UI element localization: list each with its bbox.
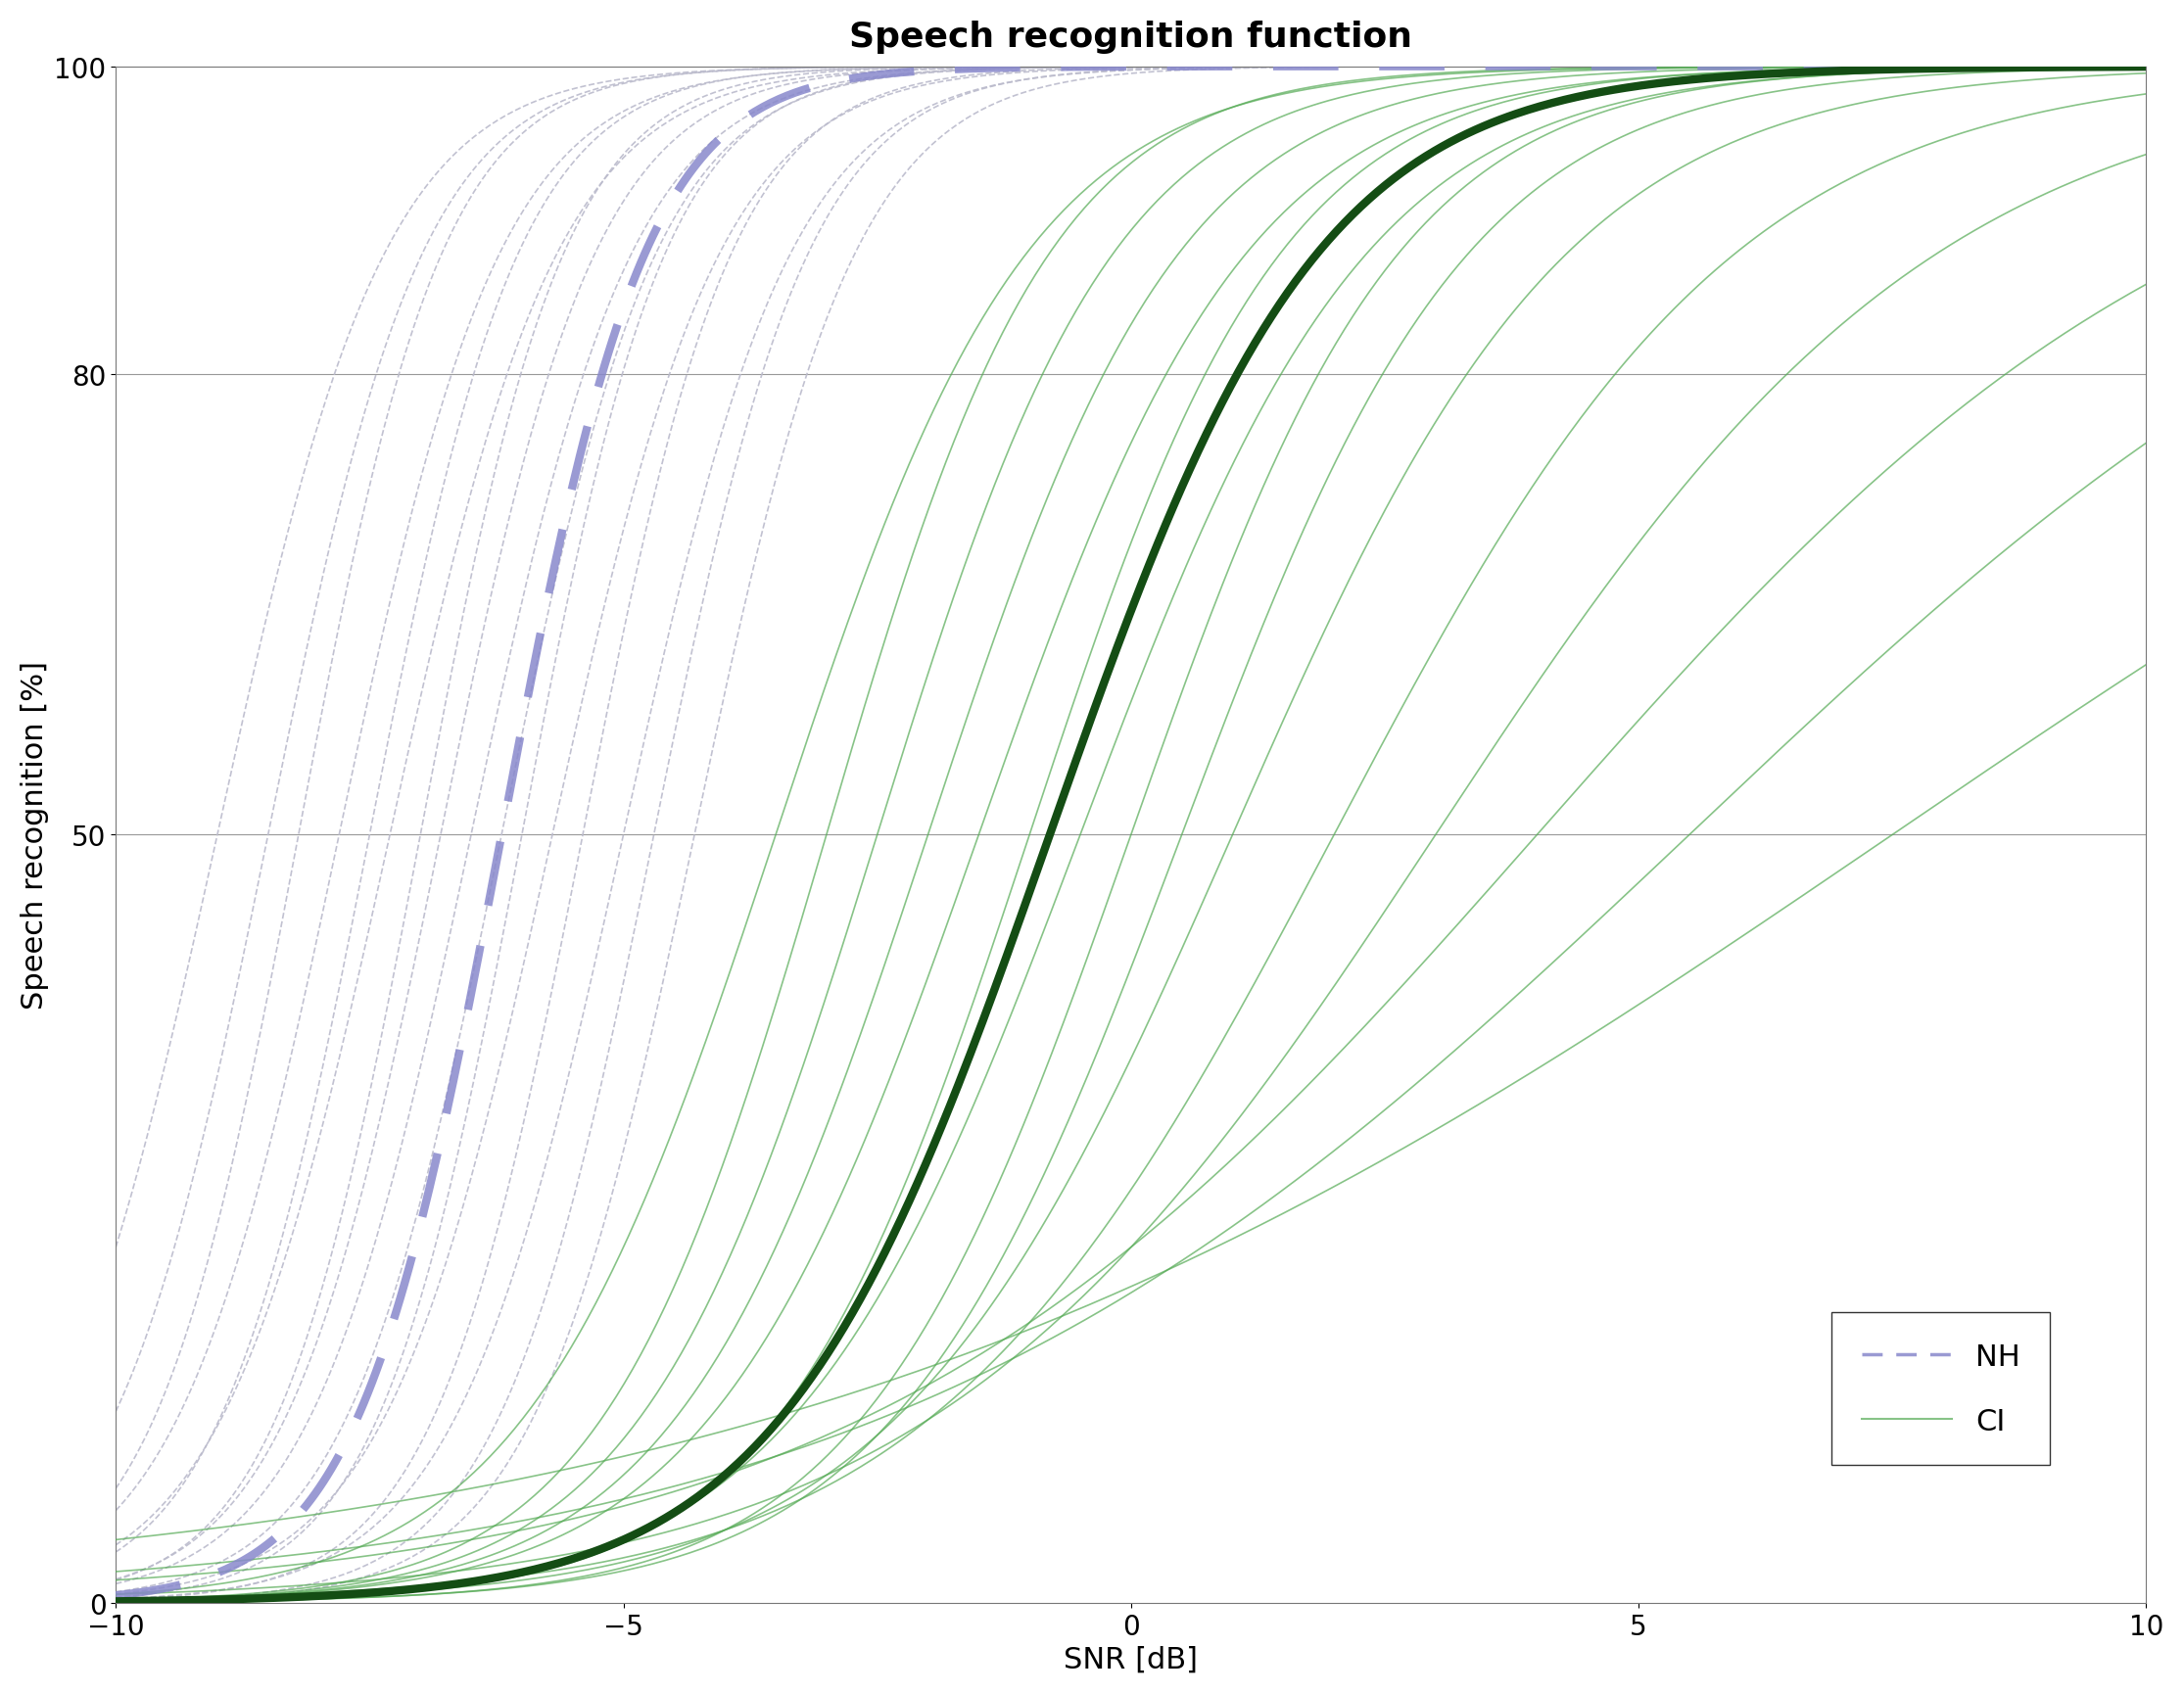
X-axis label: SNR [dB]: SNR [dB]	[1064, 1645, 1199, 1674]
Title: Speech recognition function: Speech recognition function	[850, 20, 1413, 54]
Y-axis label: Speech recognition [%]: Speech recognition [%]	[20, 661, 48, 1010]
Legend: NH, CI: NH, CI	[1832, 1313, 2051, 1465]
